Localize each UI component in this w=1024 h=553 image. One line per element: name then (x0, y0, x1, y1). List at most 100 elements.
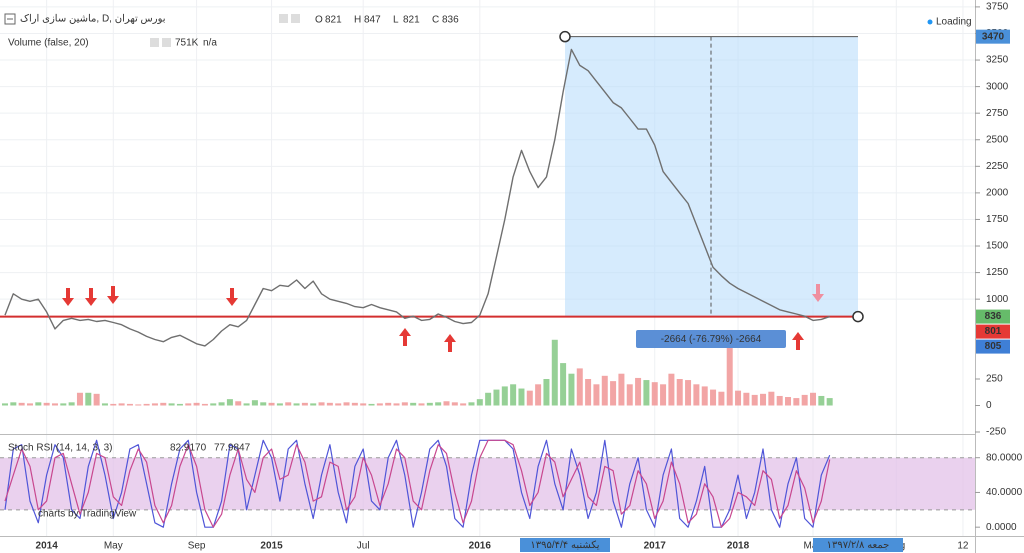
ohlc-value: 821 (325, 15, 342, 26)
up-arrow (399, 328, 411, 346)
volume-bar (385, 402, 392, 406)
x-tick-label: 12 (957, 541, 969, 552)
volume-bar (726, 341, 733, 406)
up-arrow (444, 334, 456, 352)
price-label: 3470 (982, 31, 1005, 42)
measure-range (565, 36, 858, 317)
volume-bar (543, 379, 550, 406)
volume-bar (68, 402, 75, 406)
volume-bar (318, 402, 325, 406)
stoch-band (0, 457, 975, 510)
volume-bar (343, 402, 350, 406)
range-date-box (813, 538, 903, 552)
ohlc-value: 836 (442, 15, 459, 26)
volume-bar (693, 384, 700, 406)
volume-bar (176, 403, 183, 406)
volume-bar (335, 403, 342, 406)
volume-bar (351, 402, 358, 406)
x-tick-label: 2016 (469, 541, 492, 552)
volume-bar (301, 402, 308, 406)
volume-bar (518, 388, 525, 406)
down-arrow (62, 288, 74, 306)
y-tick-label: 1000 (986, 294, 1009, 305)
volume-bar (218, 402, 225, 406)
volume-bar (510, 384, 517, 406)
hide-icon[interactable] (291, 14, 300, 23)
volume-bar (401, 402, 408, 406)
volume-bar (768, 391, 775, 406)
x-tick-label: 2018 (727, 541, 750, 552)
volume-bar (468, 402, 475, 406)
volume-bar (793, 398, 800, 406)
y-tick-label: 3250 (986, 55, 1009, 66)
stoch-line (4, 439, 831, 528)
price-label-box (976, 29, 1010, 44)
arrows (62, 284, 824, 352)
volume-bar (476, 399, 483, 406)
volume-bar (235, 401, 242, 406)
loading-dot (927, 19, 933, 25)
volume-bar (426, 402, 433, 406)
stoch-value: 82.9170 (170, 443, 207, 454)
volume-bar (735, 390, 742, 406)
volume-bar (593, 384, 600, 406)
volume-bar (585, 379, 592, 406)
price-line (4, 48, 830, 347)
volume-bar (643, 380, 650, 406)
volume-bar (576, 368, 583, 406)
x-tick-label: 2017 (644, 541, 667, 552)
y-tick-label: 2750 (986, 108, 1009, 119)
settings-icon[interactable] (150, 38, 159, 47)
collapse-icon[interactable] (4, 13, 16, 25)
volume-bar (101, 403, 108, 406)
volume-bar (460, 403, 467, 406)
down-arrow (107, 286, 119, 304)
volume-bar (60, 403, 67, 406)
volume-bar (93, 393, 100, 406)
volume-bar (126, 403, 133, 406)
price-label-box (976, 324, 1010, 339)
volume-bar (751, 394, 758, 406)
range-date: یکشنبه ۱۳۹۵/۴/۴ (530, 540, 599, 551)
x-tick-label: 2014 (36, 541, 59, 552)
volume-bar (626, 384, 633, 406)
volume-bar (193, 402, 200, 406)
y-tick-label: 0 (986, 400, 992, 411)
ohlc-label: H (354, 15, 361, 26)
volume-bar (326, 402, 333, 406)
price-label-box (976, 339, 1010, 354)
price-label-box (976, 309, 1010, 324)
volume-ma: n/a (203, 38, 217, 49)
y-tick-label: 1250 (986, 267, 1009, 278)
x-tick-label: Jul (357, 541, 370, 552)
volume-bar (143, 403, 150, 406)
measure-handle (559, 30, 571, 43)
volume-bar (360, 403, 367, 406)
volume-bar (151, 403, 158, 406)
y-tick-label: 2000 (986, 188, 1009, 199)
volume-bar (293, 403, 300, 406)
range-date: جمعه ۱۳۹۷/۲/۸ (827, 540, 890, 551)
down-arrow (812, 284, 824, 302)
volume-bar (35, 402, 42, 406)
hide-icon[interactable] (162, 38, 171, 47)
price-label: 801 (985, 326, 1002, 337)
volume-bar (451, 402, 458, 406)
volume-bar (710, 389, 717, 406)
ohlc-value: 847 (364, 15, 381, 26)
volume-bar (260, 402, 267, 406)
volume-bar (168, 403, 175, 406)
grid (0, 0, 975, 536)
volume-bar (785, 397, 792, 406)
y-tick-label: 2500 (986, 134, 1009, 145)
volume-bar (210, 403, 217, 406)
volume-bar (743, 392, 750, 406)
volume-bar (76, 392, 83, 406)
volume-bar (810, 392, 817, 406)
volume-bar (485, 392, 492, 406)
ohlc-value: 821 (403, 15, 420, 26)
status: Loading (936, 17, 972, 28)
settings-icon[interactable] (279, 14, 288, 23)
down-arrow (226, 288, 238, 306)
measure-label: -2664 (-76.79%) -2664 (661, 334, 762, 345)
